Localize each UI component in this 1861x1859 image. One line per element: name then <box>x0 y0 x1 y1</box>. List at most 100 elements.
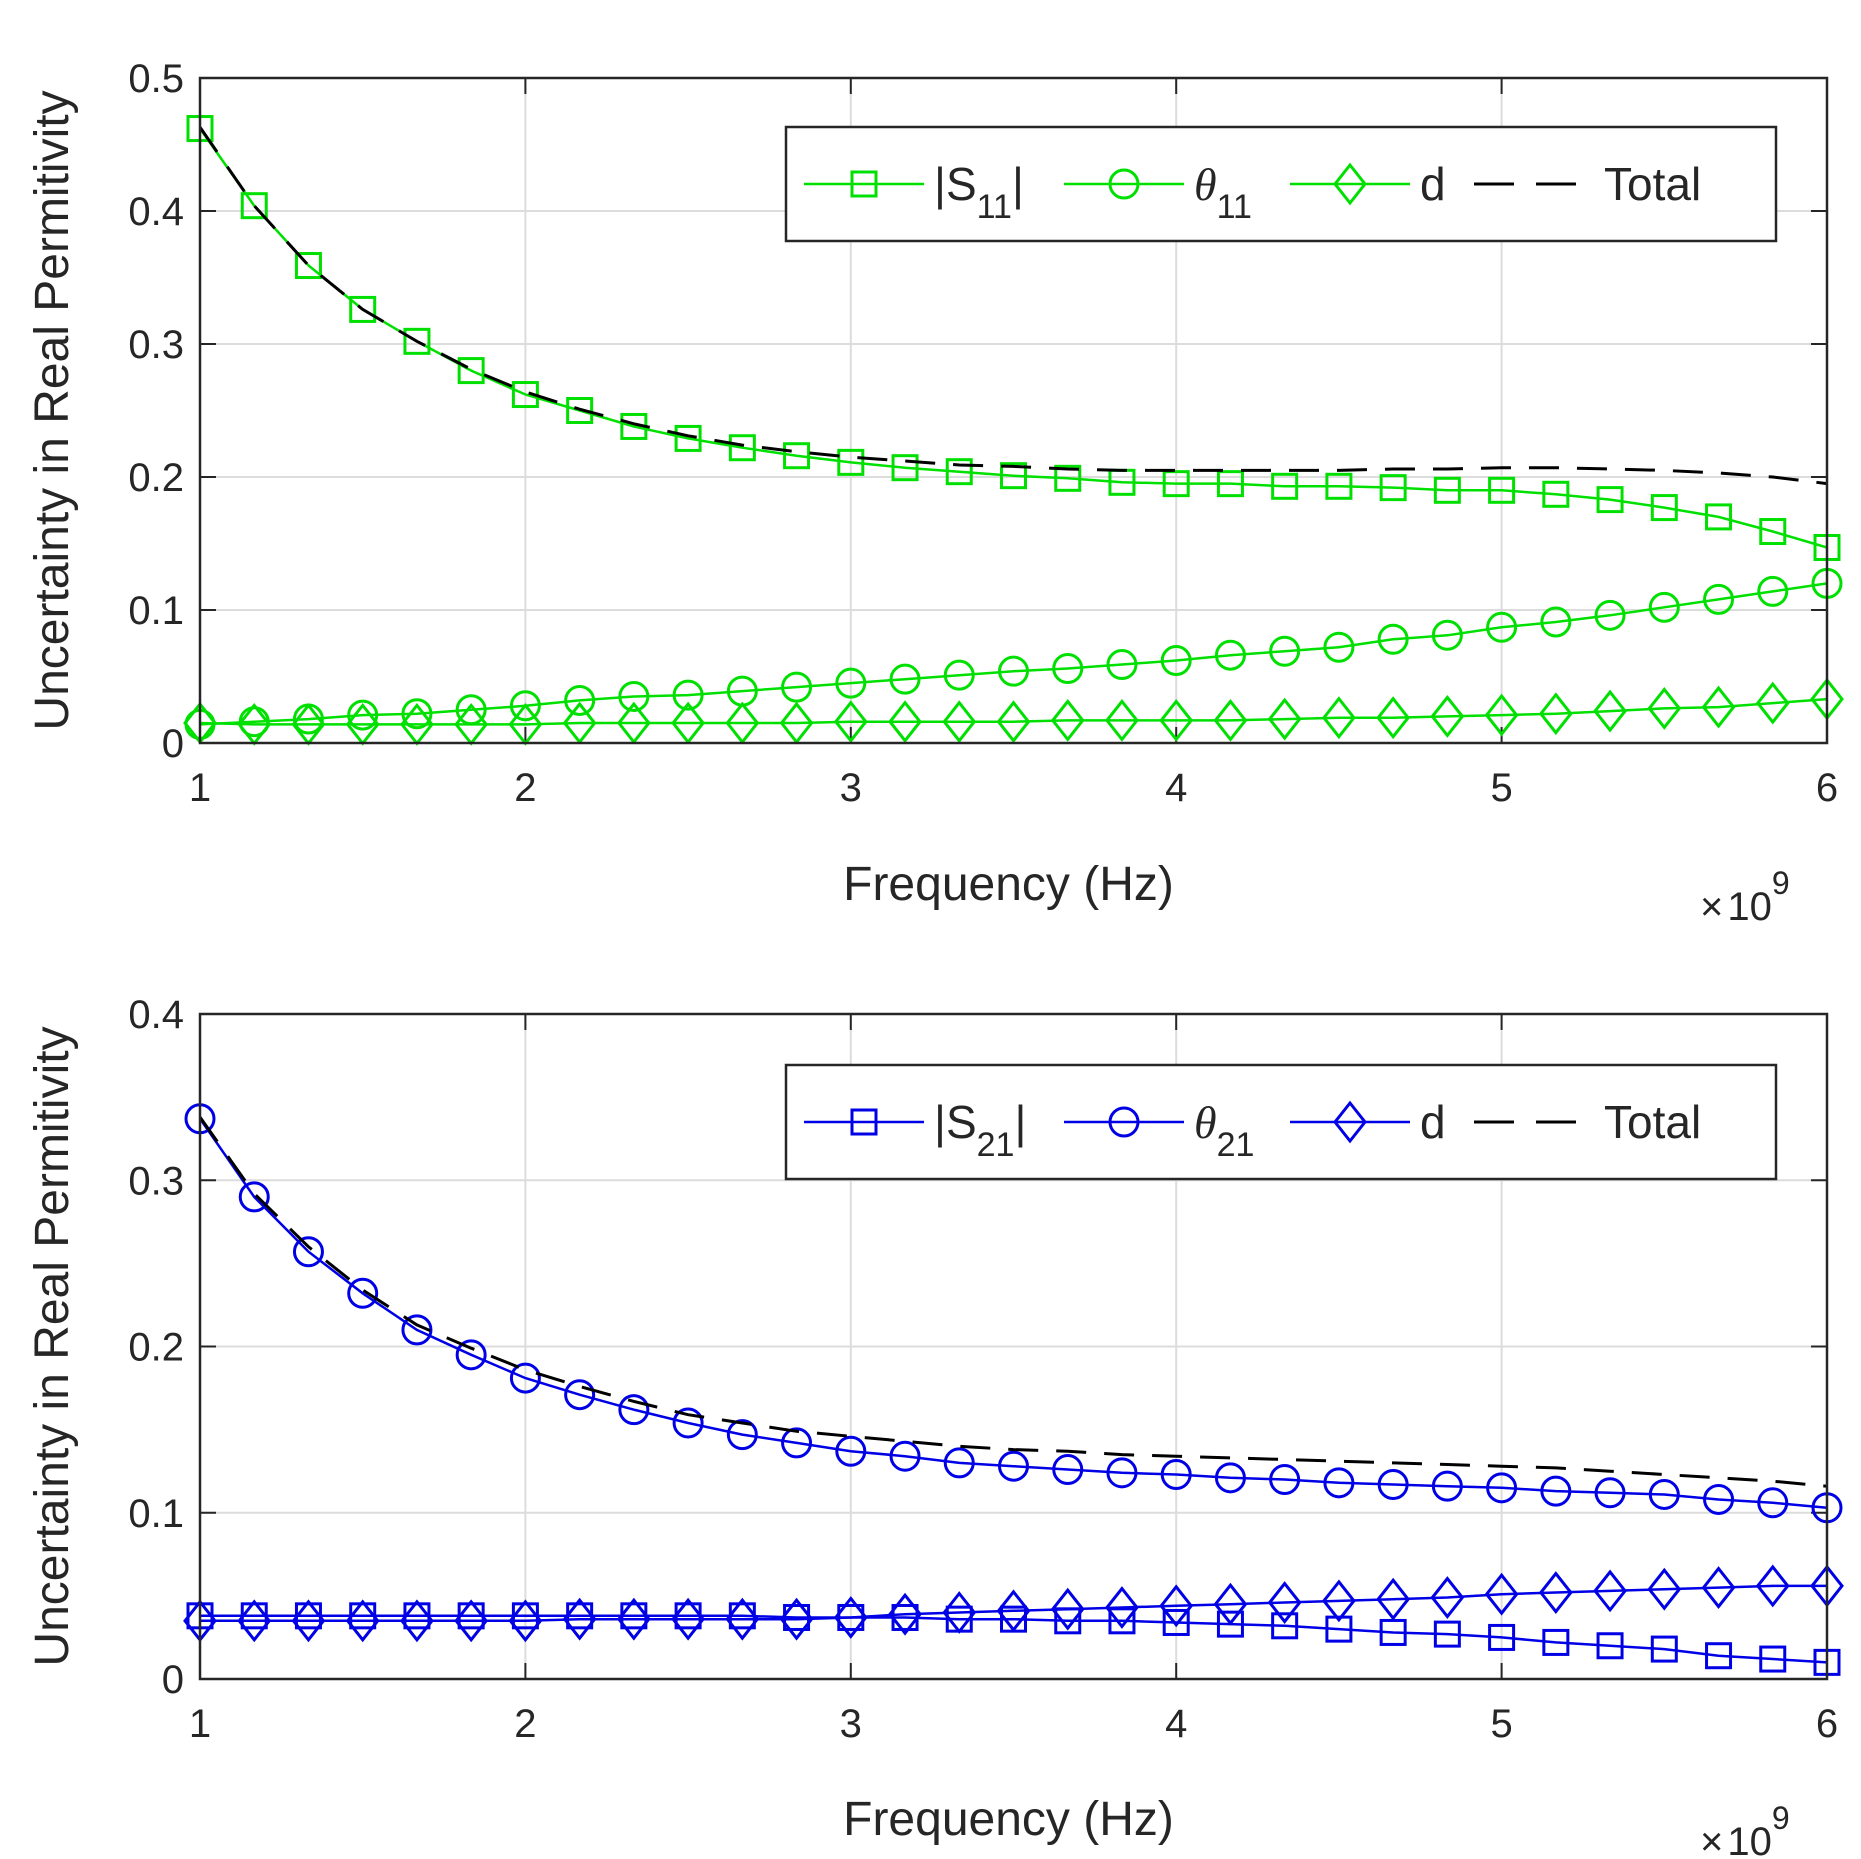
data-point-diamond <box>1159 698 1194 742</box>
data-point-circle <box>401 698 433 730</box>
data-point-square <box>1325 1615 1353 1643</box>
x-tick-label: 5 <box>1490 1702 1512 1746</box>
data-point-diamond <box>562 1597 597 1641</box>
data-point-circle <box>1106 649 1138 681</box>
legend-item-1: |S11| <box>804 158 1024 226</box>
data-point-diamond <box>1050 1587 1085 1631</box>
data-point-diamond <box>400 1599 434 1643</box>
series-line <box>200 1614 1828 1664</box>
x-axis-label: Frequency (Hz) <box>843 1793 1174 1846</box>
legend: |S11| θ11 d Total <box>784 125 1778 243</box>
data-point-circle <box>672 679 704 711</box>
data-point-square <box>1759 518 1787 546</box>
legend-marker-square <box>850 1108 878 1136</box>
data-point-square <box>1162 1608 1190 1636</box>
x-tick-label: 4 <box>1165 766 1187 810</box>
data-point-circle <box>1431 1470 1463 1502</box>
data-point-diamond <box>454 1599 489 1643</box>
data-point-circle <box>781 671 813 703</box>
data-point-diamond <box>996 700 1031 744</box>
data-point-diamond <box>237 1599 272 1643</box>
data-point-circle <box>1269 635 1301 667</box>
series-line <box>199 697 1828 726</box>
legend-box <box>784 1063 1778 1181</box>
data-point-square <box>1433 476 1461 504</box>
legend-marker-square <box>850 170 878 198</box>
data-point-diamond <box>1105 1586 1139 1629</box>
legend-marker-diamond <box>1333 1100 1367 1144</box>
data-point-circle <box>1540 606 1572 638</box>
y-tick-label: 0 <box>162 1658 184 1702</box>
data-point-diamond <box>1647 686 1682 730</box>
data-point-circle <box>943 659 975 691</box>
series-1 <box>186 115 1841 561</box>
data-point-square <box>1705 503 1733 531</box>
data-point-circle <box>455 1339 487 1371</box>
series-line-total <box>198 126 1828 486</box>
data-point-circle <box>1269 1464 1301 1495</box>
data-point-circle <box>1431 619 1463 651</box>
legend-marker-circle <box>1108 1106 1140 1138</box>
data-point-square <box>1488 1623 1516 1651</box>
data-point-square <box>674 424 702 452</box>
data-point-square <box>1542 480 1570 508</box>
data-point-circle <box>1052 653 1084 685</box>
legend-label: d <box>1420 1096 1446 1148</box>
data-point-diamond <box>1321 1579 1356 1623</box>
data-point-circle <box>564 1379 596 1411</box>
data-point-square <box>1596 486 1624 514</box>
data-point-diamond <box>616 1597 651 1641</box>
x-tick-label: 1 <box>189 766 211 810</box>
data-point-circle <box>1486 1472 1518 1504</box>
axes-frame <box>198 1012 1829 1681</box>
data-point-circle <box>998 655 1029 687</box>
data-point-circle <box>889 1440 921 1472</box>
data-point-circle <box>1703 1483 1735 1515</box>
x-multiplier: × 109 <box>1700 1800 1790 1859</box>
legend-marker-diamond <box>1333 162 1367 206</box>
x-tick-label: 3 <box>840 766 862 810</box>
data-point-square <box>1650 1635 1678 1663</box>
data-point-diamond <box>508 1599 543 1643</box>
data-point-circle <box>1214 1462 1246 1494</box>
data-point-square <box>1596 1632 1624 1660</box>
data-point-circle <box>1648 591 1680 623</box>
legend-box <box>784 125 1778 243</box>
data-point-square <box>1000 462 1027 490</box>
data-point-diamond <box>942 1591 977 1634</box>
data-point-circle <box>889 663 921 695</box>
data-point-square <box>240 192 268 220</box>
data-point-diamond <box>1159 1584 1194 1628</box>
legend-label: d <box>1420 158 1446 210</box>
data-point-circle <box>781 1427 813 1459</box>
data-point-diamond <box>1538 1571 1573 1614</box>
series-line <box>199 582 1828 726</box>
series-line <box>198 1117 1828 1510</box>
y-tick-label: 0.3 <box>128 323 184 367</box>
data-point-diamond <box>291 1599 326 1643</box>
data-point-diamond <box>1376 1577 1411 1621</box>
data-point-circle <box>1486 611 1518 643</box>
data-point-circle <box>1323 1467 1355 1499</box>
y-tick-label: 0.1 <box>128 1492 184 1536</box>
data-point-square <box>1054 464 1082 492</box>
data-point-diamond <box>1593 689 1627 733</box>
data-point-diamond <box>1430 1576 1465 1619</box>
legend-label: |S21| <box>934 1096 1026 1164</box>
x-tick-label: 6 <box>1816 1702 1838 1746</box>
data-point-circle <box>1160 645 1192 677</box>
data-point-circle <box>1540 1475 1572 1507</box>
data-point-diamond <box>996 1589 1031 1633</box>
y-axis-label: Uncertainty in Real Permitivity <box>26 1026 79 1666</box>
data-point-diamond <box>942 700 977 744</box>
data-point-square <box>891 454 919 482</box>
data-point-diamond <box>1213 1582 1248 1626</box>
data-point-square <box>566 397 594 424</box>
data-point-circle <box>509 1362 541 1394</box>
data-point-circle <box>1323 631 1355 663</box>
data-point-square <box>728 434 756 462</box>
data-point-square <box>1650 494 1678 522</box>
legend: |S21| θ21 d Total <box>784 1063 1778 1181</box>
chart-panel-2: 1 2 3 4 5 6 0 0.1 0.2 0.3 0.4 Frequency (Hz) Uncerta… <box>26 993 1844 1859</box>
y-tick-label: 0.1 <box>128 589 184 633</box>
